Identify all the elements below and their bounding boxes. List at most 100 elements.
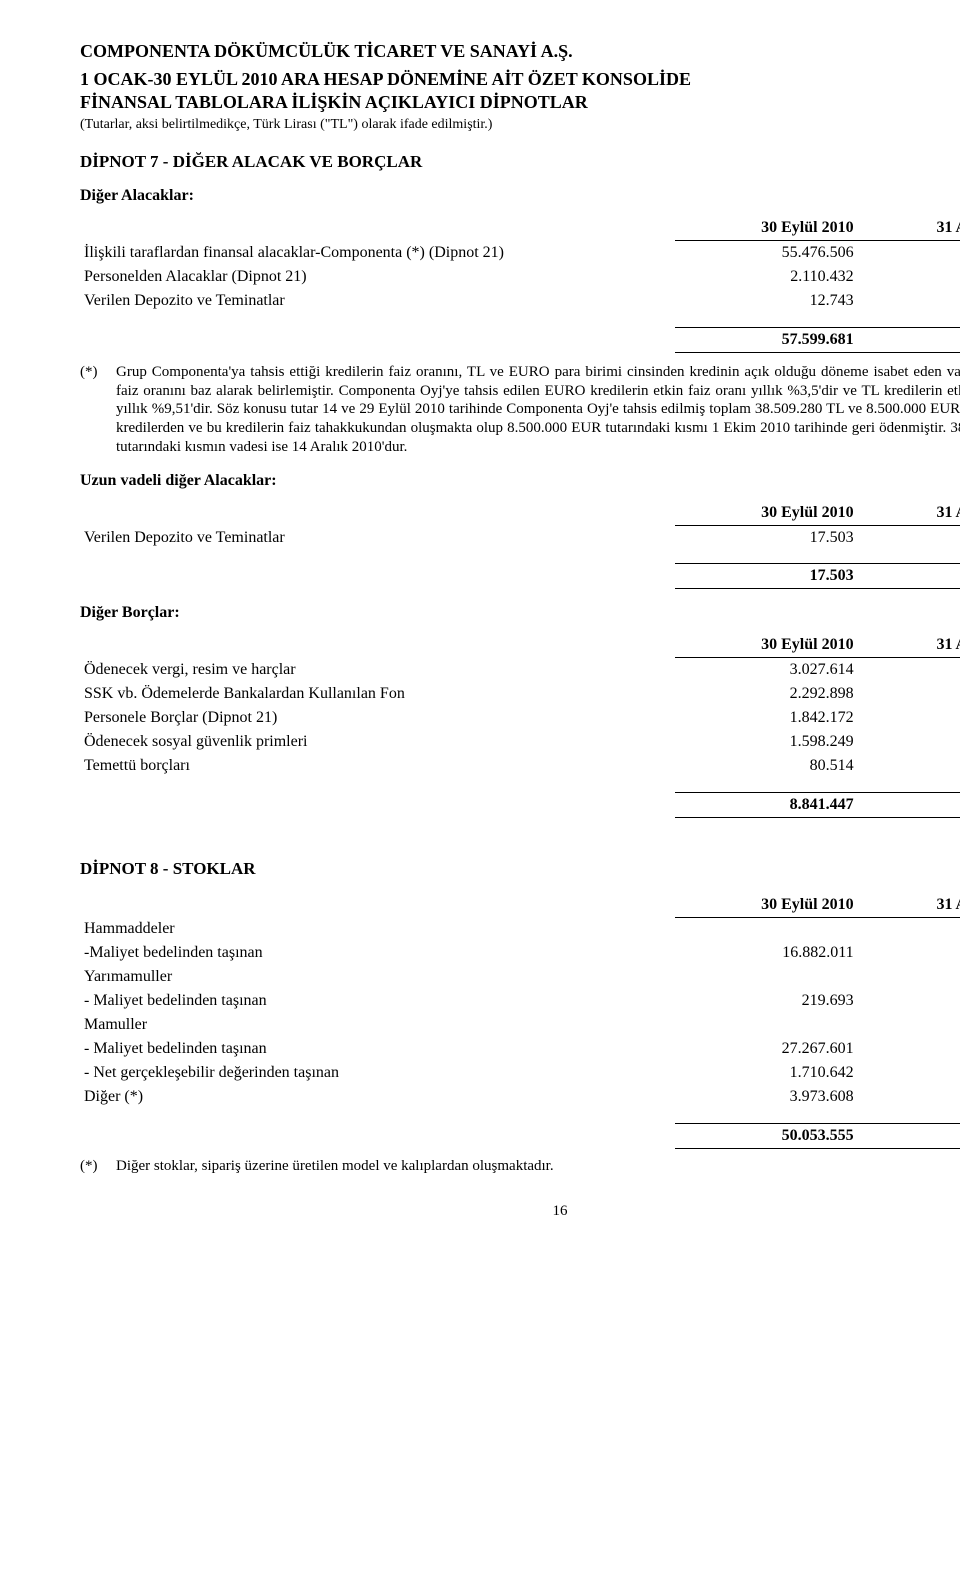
table-row: Diğer (*)3.973.6083.545.548: [80, 1085, 960, 1109]
diger-alacaklar-heading: Diğer Alacaklar:: [80, 186, 960, 206]
row-value-2: 1.618.578: [858, 658, 960, 683]
table-row: - Maliyet bedelinden taşınan219.693191.6…: [80, 989, 960, 1013]
table-row: Personele Borçlar (Dipnot 21)1.842.17280…: [80, 706, 960, 730]
footnote-text: Diğer stoklar, sipariş üzerine üretilen …: [116, 1157, 960, 1176]
row-value-1: 27.267.601: [675, 1037, 857, 1061]
row-label: Ödenecek sosyal güvenlik primleri: [80, 730, 675, 754]
total-label: [80, 564, 675, 589]
total-value-1: 57.599.681: [675, 327, 857, 352]
row-label: Ödenecek vergi, resim ve harçlar: [80, 658, 675, 683]
row-label: Diğer (*): [80, 1085, 675, 1109]
table-header-col2: 31 Aralık 2009: [858, 633, 960, 658]
note7-footnote: (*) Grup Componenta'ya tahsis ettiği kre…: [80, 363, 960, 457]
row-value-1: 1.598.249: [675, 730, 857, 754]
row-value-2: [858, 917, 960, 941]
row-value-1: [675, 1013, 857, 1037]
row-value-2: 881.982: [858, 682, 960, 706]
uzun-vadeli-table: 30 Eylül 2010 31 Aralık 2009 Verilen Dep…: [80, 501, 960, 590]
row-label: Personelden Alacaklar (Dipnot 21): [80, 265, 675, 289]
row-value-1: 12.743: [675, 289, 857, 313]
table-row: Yarımamuller: [80, 965, 960, 989]
row-label: -Maliyet bedelinden taşınan: [80, 941, 675, 965]
row-value-1: 55.476.506: [675, 241, 857, 266]
row-value-2: 2.206.335: [858, 1061, 960, 1085]
row-label: SSK vb. Ödemelerde Bankalardan Kullanıla…: [80, 682, 675, 706]
row-value-2: 12.743: [858, 289, 960, 313]
total-row: 8.841.4474.363.417: [80, 792, 960, 817]
table-row: Ödenecek sosyal güvenlik primleri1.598.2…: [80, 730, 960, 754]
table-row: Verilen Depozito ve Teminatlar12.74312.7…: [80, 289, 960, 313]
row-value-2: 14.565.312: [858, 1037, 960, 1061]
total-value-1: 17.503: [675, 564, 857, 589]
total-label: [80, 1123, 675, 1148]
table-header-blank: [80, 216, 675, 241]
row-value-1: 2.110.432: [675, 265, 857, 289]
table-row: -Maliyet bedelinden taşınan16.882.01116.…: [80, 941, 960, 965]
row-value-2: 975.070: [858, 730, 960, 754]
row-value-2: 58.799.543: [858, 241, 960, 266]
footnote-marker: (*): [80, 363, 116, 457]
total-row: 57.599.68159.889.322: [80, 327, 960, 352]
table-row: İlişkili taraflardan finansal alacaklar-…: [80, 241, 960, 266]
row-value-1: 17.503: [675, 525, 857, 550]
spacer-row: [80, 313, 960, 327]
row-label: Personele Borçlar (Dipnot 21): [80, 706, 675, 730]
row-label: Yarımamuller: [80, 965, 675, 989]
total-row: 17.5032.611: [80, 564, 960, 589]
footnote-marker: (*): [80, 1157, 116, 1176]
table-row: Ödenecek vergi, resim ve harçlar3.027.61…: [80, 658, 960, 683]
total-value-2: 59.889.322: [858, 327, 960, 352]
row-value-1: [675, 917, 857, 941]
row-label: - Maliyet bedelinden taşınan: [80, 989, 675, 1013]
row-value-2: 86.322: [858, 754, 960, 778]
table-header-col1: 30 Eylül 2010: [675, 893, 857, 918]
page-number: 16: [80, 1202, 960, 1221]
table-header-blank: [80, 893, 675, 918]
row-value-2: [858, 965, 960, 989]
total-value-1: 50.053.555: [675, 1123, 857, 1148]
note-8-title: DİPNOT 8 - STOKLAR: [80, 858, 960, 879]
row-value-2: 3.545.548: [858, 1085, 960, 1109]
row-value-1: [675, 965, 857, 989]
row-value-1: 219.693: [675, 989, 857, 1013]
table-row: - Maliyet bedelinden taşınan27.267.60114…: [80, 1037, 960, 1061]
row-label: - Maliyet bedelinden taşınan: [80, 1037, 675, 1061]
table-header-col2: 31 Aralık 2009: [858, 893, 960, 918]
total-value-2: 37.431.147: [858, 1123, 960, 1148]
row-value-1: 1.710.642: [675, 1061, 857, 1085]
row-value-2: 1.077.036: [858, 265, 960, 289]
row-value-1: 1.842.172: [675, 706, 857, 730]
row-value-1: 80.514: [675, 754, 857, 778]
row-label: Verilen Depozito ve Teminatlar: [80, 289, 675, 313]
row-label: - Net gerçekleşebilir değerinden taşınan: [80, 1061, 675, 1085]
row-value-2: 191.634: [858, 989, 960, 1013]
total-label: [80, 792, 675, 817]
table-row: Personelden Alacaklar (Dipnot 21)2.110.4…: [80, 265, 960, 289]
row-label: Verilen Depozito ve Teminatlar: [80, 525, 675, 550]
spacer-row: [80, 778, 960, 792]
total-label: [80, 327, 675, 352]
total-value-2: 2.611: [858, 564, 960, 589]
diger-borclar-heading: Diğer Borçlar:: [80, 603, 960, 623]
row-value-1: 16.882.011: [675, 941, 857, 965]
row-value-2: 2.611: [858, 525, 960, 550]
row-label: Mamuller: [80, 1013, 675, 1037]
stoklar-table: 30 Eylül 2010 31 Aralık 2009 Hammaddeler…: [80, 893, 960, 1149]
diger-borclar-table: 30 Eylül 2010 31 Aralık 2009 Ödenecek ve…: [80, 633, 960, 818]
spacer-row: [80, 550, 960, 564]
row-value-2: 801.465: [858, 706, 960, 730]
table-header-col1: 30 Eylül 2010: [675, 633, 857, 658]
footnote-text: Grup Componenta'ya tahsis ettiği kredile…: [116, 363, 960, 457]
table-row: Hammaddeler: [80, 917, 960, 941]
total-value-1: 8.841.447: [675, 792, 857, 817]
table-row: SSK vb. Ödemelerde Bankalardan Kullanıla…: [80, 682, 960, 706]
note8-footnote: (*) Diğer stoklar, sipariş üzerine üreti…: [80, 1157, 960, 1176]
table-row: Verilen Depozito ve Teminatlar17.5032.61…: [80, 525, 960, 550]
row-value-1: 2.292.898: [675, 682, 857, 706]
table-header-col1: 30 Eylül 2010: [675, 216, 857, 241]
table-row: Temettü borçları80.51486.322: [80, 754, 960, 778]
company-name: COMPONENTA DÖKÜMCÜLÜK TİCARET VE SANAYİ …: [80, 40, 960, 63]
total-row: 50.053.55537.431.147: [80, 1123, 960, 1148]
row-value-2: 16.922.318: [858, 941, 960, 965]
total-value-2: 4.363.417: [858, 792, 960, 817]
